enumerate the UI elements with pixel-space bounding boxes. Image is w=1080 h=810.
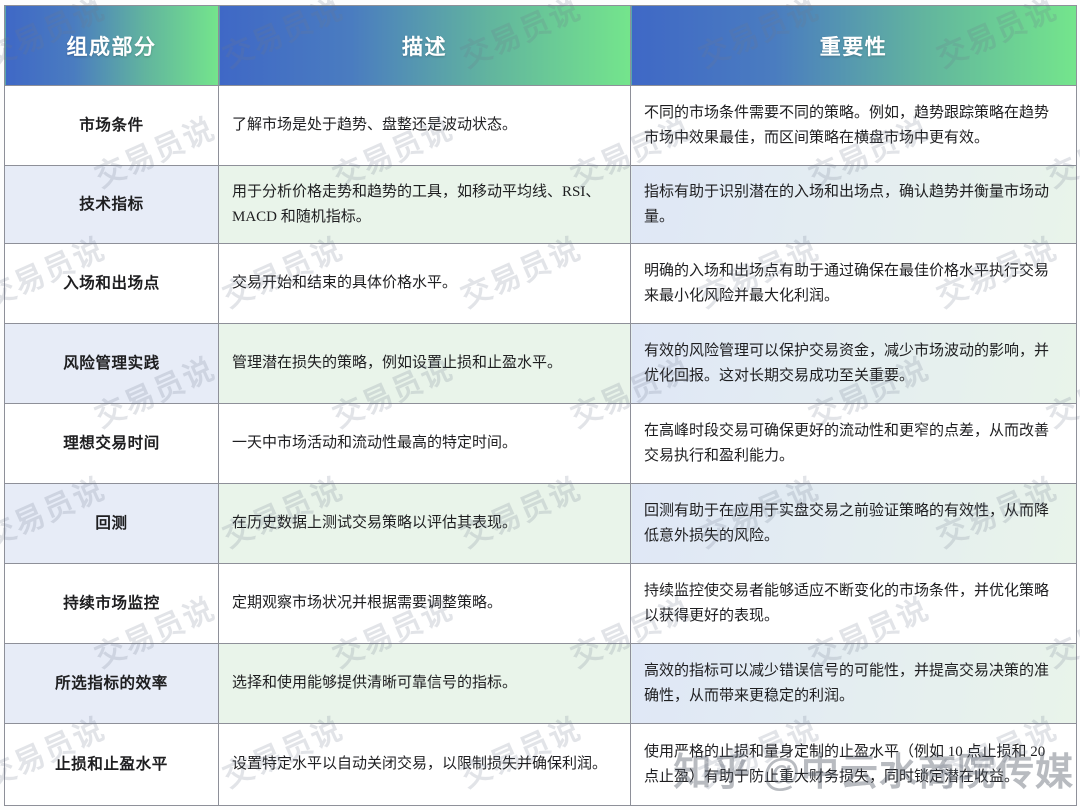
table-row: 风险管理实践 管理潜在损失的策略，例如设置止损和止盈水平。 有效的风险管理可以保护交… (4, 323, 1077, 404)
cell-description: 管理潜在损失的策略，例如设置止损和止盈水平。 (218, 323, 631, 404)
cell-description: 用于分析价格走势和趋势的工具，如移动平均线、RSI、MACD 和随机指标。 (218, 165, 631, 244)
cell-description: 设置特定水平以自动关闭交易，以限制损失并确保利润。 (218, 723, 631, 806)
cell-importance: 明确的入场和出场点有助于通过确保在最佳价格水平执行交易来最小化风险并最大化利润。 (630, 243, 1077, 324)
cell-importance: 指标有助于识别潜在的入场和出场点，确认趋势并衡量市场动量。 (630, 165, 1077, 244)
cell-component: 风险管理实践 (4, 323, 219, 404)
cell-description: 在历史数据上测试交易策略以评估其表现。 (218, 483, 631, 564)
table-row: 市场条件 了解市场是处于趋势、盘整还是波动状态。 不同的市场条件需要不同的策略。例如… (4, 85, 1077, 166)
column-header-description: 描述 (218, 5, 631, 86)
table-row: 止损和止盈水平 设置特定水平以自动关闭交易，以限制损失并确保利润。 使用严格的止损和… (4, 723, 1077, 806)
header-row: 组成部分 描述 重要性 (4, 5, 1077, 86)
table-container: 组成部分 描述 重要性 市场条件 了解市场是处于趋势、盘整还是波动状态。 不同的市场… (4, 5, 1077, 807)
strategy-components-table: 组成部分 描述 重要性 市场条件 了解市场是处于趋势、盘整还是波动状态。 不同的市场… (4, 5, 1077, 806)
table-row: 回测 在历史数据上测试交易策略以评估其表现。 回测有助于在应用于实盘交易之前验证策略… (4, 483, 1077, 564)
cell-description: 定期观察市场状况并根据需要调整策略。 (218, 563, 631, 644)
cell-component: 理想交易时间 (4, 403, 219, 484)
cell-importance: 有效的风险管理可以保护交易资金，减少市场波动的影响，并优化回报。这对长期交易成功… (630, 323, 1077, 404)
cell-component: 止损和止盈水平 (4, 723, 219, 806)
cell-importance: 在高峰时段交易可确保更好的流动性和更窄的点差，从而改善交易执行和盈利能力。 (630, 403, 1077, 484)
table-row: 持续市场监控 定期观察市场状况并根据需要调整策略。 持续监控使交易者能够适应不断变化… (4, 563, 1077, 644)
cell-component: 入场和出场点 (4, 243, 219, 324)
cell-component: 回测 (4, 483, 219, 564)
cell-component: 市场条件 (4, 85, 219, 166)
cell-importance: 使用严格的止损和量身定制的止盈水平（例如 10 点止损和 20 点止盈）有助于防… (630, 723, 1077, 806)
cell-importance: 高效的指标可以减少错误信号的可能性，并提高交易决策的准确性，从而带来更稳定的利润… (630, 643, 1077, 724)
cell-description: 了解市场是处于趋势、盘整还是波动状态。 (218, 85, 631, 166)
cell-description: 一天中市场活动和流动性最高的特定时间。 (218, 403, 631, 484)
cell-importance: 不同的市场条件需要不同的策略。例如，趋势跟踪策略在趋势市场中效果最佳，而区间策略… (630, 85, 1077, 166)
cell-description: 选择和使用能够提供清晰可靠信号的指标。 (218, 643, 631, 724)
cell-importance: 持续监控使交易者能够适应不断变化的市场条件，并优化策略以获得更好的表现。 (630, 563, 1077, 644)
cell-component: 所选指标的效率 (4, 643, 219, 724)
table-row: 入场和出场点 交易开始和结束的具体价格水平。 明确的入场和出场点有助于通过确保在最佳… (4, 243, 1077, 324)
table-row: 所选指标的效率 选择和使用能够提供清晰可靠信号的指标。 高效的指标可以减少错误信号的… (4, 643, 1077, 724)
table-header: 组成部分 描述 重要性 (4, 5, 1077, 86)
table-row: 理想交易时间 一天中市场活动和流动性最高的特定时间。 在高峰时段交易可确保更好的流动… (4, 403, 1077, 484)
table-row: 技术指标 用于分析价格走势和趋势的工具，如移动平均线、RSI、MACD 和随机指标… (4, 165, 1077, 244)
cell-description: 交易开始和结束的具体价格水平。 (218, 243, 631, 324)
column-header-importance: 重要性 (630, 5, 1077, 86)
cell-component: 技术指标 (4, 165, 219, 244)
cell-component: 持续市场监控 (4, 563, 219, 644)
cell-importance: 回测有助于在应用于实盘交易之前验证策略的有效性，从而降低意外损失的风险。 (630, 483, 1077, 564)
column-header-component: 组成部分 (4, 5, 219, 86)
table-body: 市场条件 了解市场是处于趋势、盘整还是波动状态。 不同的市场条件需要不同的策略。例如… (4, 85, 1077, 806)
